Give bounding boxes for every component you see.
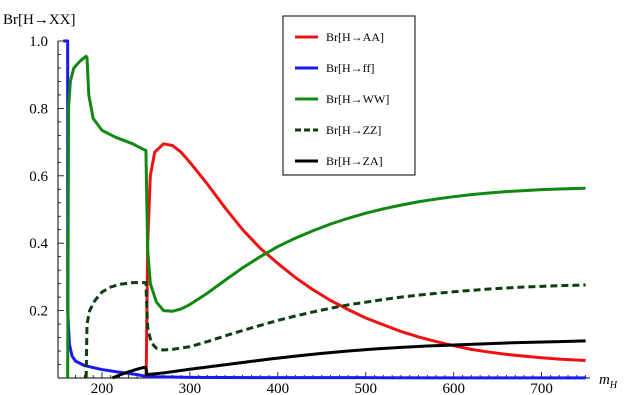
- y-tick-label: 0.8: [29, 101, 48, 117]
- y-tick-label: 1.0: [29, 34, 48, 50]
- x-axis-label-subscript: H: [609, 380, 618, 391]
- x-tick-label: 200: [91, 381, 114, 395]
- y-axis-label: Br[H→XX]: [3, 12, 76, 28]
- series-line: [144, 142, 586, 379]
- legend-label: Br[H→WW]: [326, 92, 389, 106]
- axes: 200 300 400 500 600 700 0.2 0.4 0.6 0.8 1.0: [29, 34, 590, 395]
- x-tick-label: 500: [355, 381, 378, 395]
- legend-label: Br[H→ff]: [326, 61, 374, 75]
- series-line: [84, 281, 586, 379]
- series-line: [111, 339, 586, 380]
- x-axis-label-main: m: [599, 372, 610, 388]
- legend-label: Br[H→ZA]: [326, 154, 383, 168]
- legend-label: Br[H→ZZ]: [326, 123, 381, 137]
- y-tick-label: 0.4: [29, 236, 48, 252]
- legend: Br[H→AA] Br[H→ff] Br[H→WW] Br[H→ZZ] Br[H→ZA]: [282, 15, 416, 176]
- x-tick-label: 400: [267, 381, 290, 395]
- x-tick-label: 300: [179, 381, 202, 395]
- y-tick-label: 0.6: [29, 169, 48, 185]
- legend-label: Br[H→AA]: [326, 30, 384, 44]
- x-tick-label: 700: [530, 381, 553, 395]
- x-axis-label: mH: [599, 372, 618, 391]
- legend-box: [282, 15, 416, 176]
- y-tick-label: 0.2: [29, 304, 48, 320]
- x-tick-label: 600: [442, 381, 465, 395]
- series-lines: [63, 39, 586, 380]
- series-line: [66, 54, 586, 379]
